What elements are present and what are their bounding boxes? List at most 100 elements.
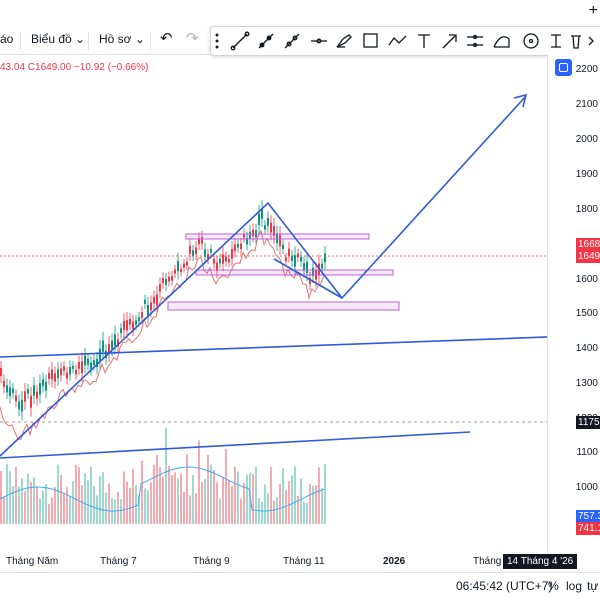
volume-bar (99, 476, 101, 524)
volume-bar (78, 467, 80, 524)
redo-button[interactable]: ↷ (186, 30, 199, 47)
volume-bar (96, 495, 98, 524)
candle-body (120, 328, 122, 334)
candle-body (33, 385, 35, 396)
time-axis[interactable]: Tháng Năm Tháng 7 Tháng 9 Tháng 11 2026 Tháng… (0, 552, 548, 572)
drag-handle-icon (215, 33, 219, 49)
chart-menu[interactable]: Biểu đồ ⌄ (31, 32, 85, 46)
candle-body (0, 367, 2, 377)
price-axis[interactable]: 2200210020001900180017001600150014001300… (547, 54, 600, 560)
brush-icon (336, 34, 352, 48)
volume-bar (237, 471, 239, 524)
candle-body (90, 362, 92, 370)
candle-body (291, 255, 293, 261)
volume-bar (102, 472, 104, 524)
candle-body (273, 225, 275, 236)
candle-body (99, 348, 101, 361)
undo-button[interactable]: ↶ (160, 30, 173, 47)
candle-body (87, 358, 89, 365)
volume-bar (159, 467, 161, 524)
volume-bar (36, 487, 38, 524)
candle-body (201, 237, 203, 244)
auto-scale-toggle[interactable]: tự (587, 579, 599, 593)
new-tab-button[interactable]: + (588, 2, 598, 19)
volume-bar (306, 502, 308, 524)
price-legend: 43.04 C1649.00 −10.92 (−0.66%) (0, 62, 149, 73)
profile-menu[interactable]: Hồ sơ ⌄ (99, 32, 145, 46)
volume-bar (24, 491, 26, 524)
volume-bar (108, 483, 110, 524)
upper-channel-line (0, 336, 548, 358)
volume-bar (234, 466, 236, 524)
demand-zone (167, 301, 400, 311)
volume-bar (219, 498, 221, 524)
candle-body (279, 234, 281, 247)
volume-bar (54, 487, 56, 524)
clock-display[interactable]: 06:45:42 (UTC+7) (456, 579, 553, 593)
candle-body (54, 373, 56, 382)
volume-bar (33, 477, 35, 524)
arc-icon (493, 36, 510, 48)
candle-body (63, 366, 65, 371)
price-tag: 1668 (576, 238, 600, 251)
volume-bar (303, 502, 305, 524)
candle-body (30, 395, 32, 408)
volume-bar (6, 464, 8, 524)
candle-body (3, 380, 5, 388)
candle-body (213, 258, 215, 264)
volume-bar (15, 466, 17, 524)
volume-bar (228, 480, 230, 524)
price-label: 1900 (575, 169, 598, 180)
ruler-icon (551, 34, 561, 48)
volume-bar (213, 469, 215, 524)
volume-bar (318, 467, 320, 524)
time-label: Tháng 7 (100, 556, 137, 567)
candle-body (270, 222, 272, 233)
candle-body (57, 369, 59, 379)
volume-bar (270, 466, 272, 524)
alert-menu-fragment[interactable]: áo (0, 32, 14, 46)
volume-bar (297, 495, 299, 524)
drawing-toolbar (210, 26, 600, 56)
volume-bar (72, 480, 74, 524)
candle-body (126, 320, 128, 331)
candle-body (15, 395, 17, 402)
candle-body (216, 262, 218, 272)
volume-bar (276, 497, 278, 524)
volume-bar (60, 475, 62, 524)
volume-bar (252, 473, 254, 524)
volume-ma-line (0, 466, 325, 512)
volume-bar (138, 495, 140, 524)
crosshair-time-label: 14 Tháng 4 '26 (503, 554, 578, 569)
tab-bar: + (0, 0, 600, 29)
volume-bar (183, 492, 185, 524)
volume-bar (135, 485, 137, 524)
volume-bar (216, 482, 218, 524)
time-label: Tháng 3 (473, 556, 510, 567)
volume-bar (189, 495, 191, 524)
candle-body (282, 244, 284, 250)
polyline-icon (388, 35, 407, 46)
candle-body (162, 278, 164, 284)
candle-body (225, 256, 227, 262)
price-chart[interactable] (0, 54, 548, 552)
price-label: 2000 (575, 134, 598, 145)
toolbar-divider (88, 32, 89, 50)
candle-body (159, 284, 161, 292)
candle-body (324, 253, 326, 263)
price-tag: 1649 (576, 250, 600, 263)
volume-bar (282, 468, 284, 524)
volume-bar (174, 472, 176, 524)
candle-body (249, 231, 251, 240)
volume-bar (321, 487, 323, 524)
volume-bar (198, 440, 200, 524)
price-label: 2200 (575, 64, 598, 75)
percent-scale-button[interactable]: % (548, 579, 559, 593)
log-scale-button[interactable]: log (566, 579, 583, 593)
auto-scale-button[interactable] (555, 59, 572, 76)
trend-line-icon (230, 31, 250, 51)
volume-bar (141, 460, 143, 524)
profile-menu-label: Hồ sơ (99, 32, 132, 46)
volume-bar (18, 486, 20, 524)
candle-body (96, 358, 98, 368)
